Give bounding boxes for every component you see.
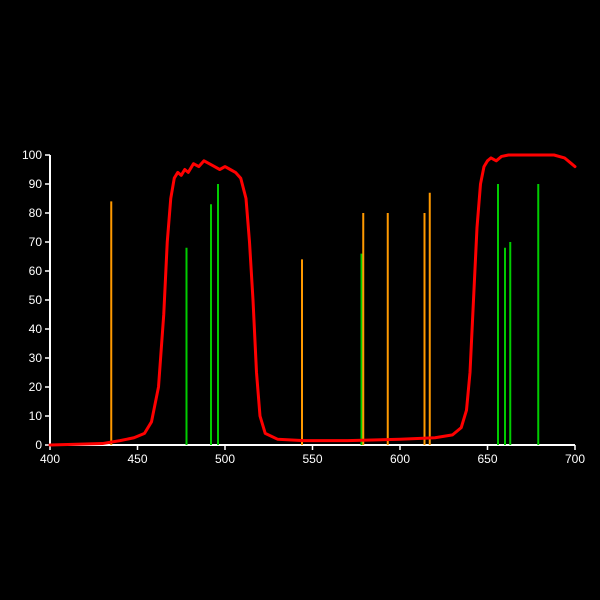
y-tick-label: 60: [29, 264, 43, 278]
x-tick-label: 650: [477, 452, 497, 466]
y-tick-label: 40: [29, 322, 43, 336]
y-tick-label: 50: [29, 293, 43, 307]
chart-svg: 0102030405060708090100400450500550600650…: [20, 155, 585, 475]
x-tick-label: 700: [565, 452, 585, 466]
y-tick-label: 0: [35, 438, 42, 452]
y-tick-label: 10: [29, 409, 43, 423]
y-tick-label: 80: [29, 206, 43, 220]
transmission-curve: [50, 155, 575, 445]
y-tick-label: 90: [29, 177, 43, 191]
y-tick-label: 20: [29, 380, 43, 394]
x-tick-label: 600: [390, 452, 410, 466]
y-tick-label: 30: [29, 351, 43, 365]
x-tick-label: 500: [215, 452, 235, 466]
y-tick-label: 70: [29, 235, 43, 249]
x-tick-label: 400: [40, 452, 60, 466]
spectrum-chart: 0102030405060708090100400450500550600650…: [20, 155, 575, 465]
x-tick-label: 550: [302, 452, 322, 466]
x-tick-label: 450: [127, 452, 147, 466]
y-tick-label: 100: [22, 148, 42, 162]
